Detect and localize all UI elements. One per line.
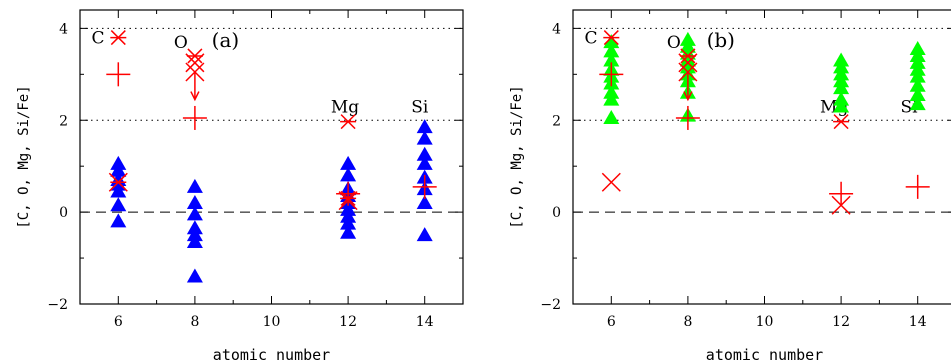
triangle-marker [110,213,127,228]
triangle-marker [603,109,620,124]
y-tick-label: 0 [59,205,68,221]
cross-stroke [678,53,698,73]
triangle-marker [186,194,203,209]
triangle-marker [909,86,926,101]
y-tick-label: 4 [59,21,68,37]
y-tick-label: −2 [540,297,561,313]
triangle-marker [340,215,357,230]
y-axis-label: [C, O, Mg, Si/Fe] [509,85,525,228]
triangle-marker [603,43,620,58]
plus-marker [106,62,131,87]
element-label-o: O [667,33,681,53]
x-tick-label: 10 [756,314,774,330]
triangle-marker [416,155,433,170]
x-tick-label: 6 [114,314,123,330]
triangle-marker [110,162,127,177]
arrow-head [190,91,200,102]
asterisk-marker [679,48,696,64]
triangle-marker [340,224,357,239]
plus-marker [599,62,624,87]
asterisk-marker [603,30,620,46]
triangle-marker [186,268,203,283]
y-tick-label: 0 [552,205,561,221]
x-tick-label: 8 [190,314,199,330]
element-label-o: O [174,33,188,53]
plot-frame [79,9,464,305]
triangle-marker [110,197,127,212]
cross-marker [601,172,621,192]
element-label-si: Si [411,97,429,117]
plus-marker [336,181,361,206]
triangle-marker [186,233,203,248]
y-tick-label: −2 [47,297,68,313]
x-tick-label: 10 [263,314,281,330]
cross-marker [678,53,698,73]
x-tick-label: 12 [832,314,850,330]
triangle-marker [110,183,127,198]
element-label-c: C [91,29,104,49]
asterisk-marker [340,114,357,130]
triangle-marker [186,206,203,221]
triangle-marker [340,155,357,170]
arrow-head [683,91,693,102]
upper-limit-arrow [683,72,693,102]
upper-limit-arrow [190,72,200,102]
element-label-si: Si [900,97,918,117]
x-tick-label: 14 [909,314,927,330]
y-axis-label: [C, O, Mg, Si/Fe] [16,85,32,228]
asterisk-marker [110,30,127,46]
triangle-marker [416,194,433,209]
cross-stroke [601,172,621,192]
y-tick-label: 2 [552,113,561,129]
plus-marker [905,174,930,199]
panel-a: 6 8 10 12 14 −2 0 2 4 atomic number [C, O, Mg, Si/… [16,9,464,364]
cross-marker [185,53,205,73]
plot-frame [572,9,951,305]
plus-marker [412,174,437,199]
plus-marker [182,105,207,130]
y-tick-label: 2 [59,113,68,129]
asterisk-marker [186,48,203,64]
x-axis-label: atomic number [213,346,330,364]
plus-marker [675,105,700,130]
x-tick-label: 6 [607,314,616,330]
x-tick-label: 8 [683,314,692,330]
triangle-marker [340,167,357,182]
triangle-marker [833,98,850,113]
triangle-marker [416,146,433,161]
triangle-marker [416,119,433,134]
triangle-marker [603,91,620,106]
x-tick-label: 14 [416,314,434,330]
panel-label: (a) [212,28,240,52]
cross-stroke [185,53,205,73]
asterisk-marker [110,174,127,190]
x-tick-label: 12 [339,314,357,330]
panel-b: 6 8 10 12 14 −2 0 2 4 atomic number [C, O, Mg, Si/… [509,9,951,364]
triangle-marker [909,96,926,111]
triangle-marker [416,227,433,242]
y-tick-label: 4 [552,21,561,37]
triangle-marker [186,178,203,193]
triangle-marker [833,80,850,95]
triangle-marker [909,77,926,92]
asterisk-marker [833,114,850,130]
panel-label: (b) [707,28,735,52]
element-label-mg: Mg [331,97,359,117]
triangle-marker [603,52,620,67]
asterisk-marker [340,190,357,206]
plus-marker [829,181,854,206]
x-axis-label: atomic number [706,346,823,364]
element-label-c: C [584,29,597,49]
triangle-marker [416,130,433,145]
triangle-marker [909,68,926,83]
triangle-marker [603,34,620,49]
